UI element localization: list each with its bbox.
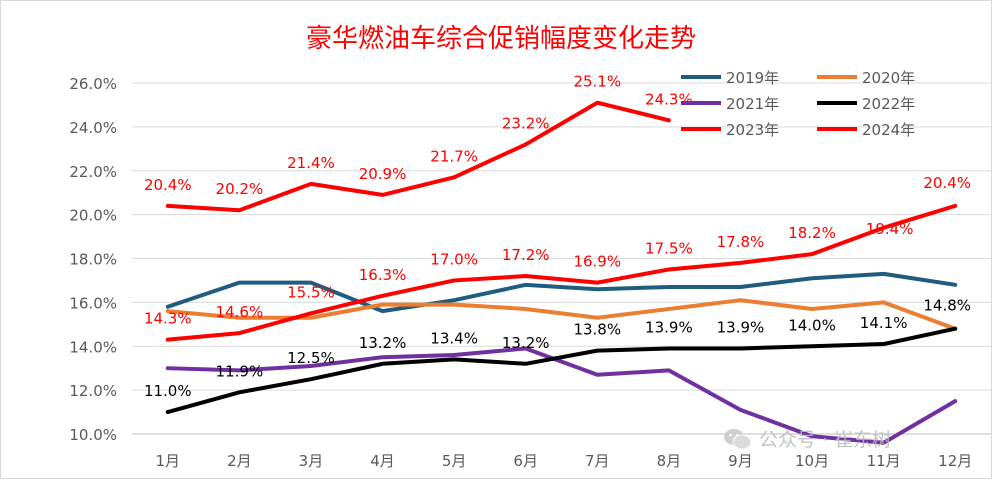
x-axis: 1月 2月 3月 4月 5月 6月 7月 8月 9月 10月 11月 12月 [156, 452, 973, 470]
series-line-2020年 [165, 298, 958, 331]
legend-item: 2019年 [681, 69, 779, 87]
data-label: 20.4% [144, 176, 192, 194]
y-tick-label: 22.0% [69, 163, 117, 181]
watermark: 公众号 · 崔东树 [723, 425, 891, 452]
data-label: 14.8% [923, 297, 971, 315]
data-labels: 11.0% 11.9% 12.5% 13.2% 13.4% 13.2% 13.8% 13.9%… [144, 73, 971, 400]
legend-label: 2023年 [726, 121, 779, 139]
data-label: 11.9% [216, 362, 264, 380]
legend-item: 2020年 [817, 69, 915, 87]
x-tick-label: 3月 [299, 452, 324, 470]
x-tick-label: 2月 [227, 452, 252, 470]
data-label: 13.8% [573, 321, 621, 339]
data-label: 20.2% [216, 180, 264, 198]
y-tick-label: 12.0% [69, 382, 117, 400]
series-line-2024年 [165, 100, 671, 213]
series-line-2019年 [165, 271, 958, 314]
y-tick-label: 18.0% [69, 251, 117, 269]
legend-item: 2022年 [817, 95, 915, 113]
x-tick-label: 5月 [442, 452, 467, 470]
legend-label: 2019年 [726, 69, 779, 87]
data-label: 17.2% [502, 246, 550, 264]
legend-label: 2024年 [862, 121, 915, 139]
legend-label: 2021年 [726, 95, 779, 113]
data-label: 17.5% [645, 239, 693, 257]
data-label: 14.6% [216, 303, 264, 321]
data-label: 13.9% [717, 318, 765, 336]
x-tick-label: 12月 [938, 452, 972, 470]
y-axis: 10.0% 12.0% 14.0% 16.0% 18.0% 20.0% 22.0% 24.0%… [69, 75, 117, 444]
data-label: 16.3% [359, 266, 407, 284]
wechat-icon [724, 428, 752, 449]
data-label: 21.7% [430, 147, 478, 165]
series-lines [165, 100, 958, 445]
legend: 2019年 2020年 2021年 2022年 2023年 2024年 [681, 69, 915, 139]
legend-label: 2022年 [862, 95, 915, 113]
y-tick-label: 10.0% [69, 426, 117, 444]
series-line-2022年 [165, 326, 958, 415]
data-label: 17.8% [717, 233, 765, 251]
x-tick-label: 1月 [156, 452, 181, 470]
y-tick-label: 16.0% [69, 294, 117, 312]
data-label: 17.0% [430, 250, 478, 268]
data-label: 23.2% [502, 114, 550, 132]
data-label: 15.5% [287, 283, 335, 301]
data-label: 13.2% [502, 334, 550, 352]
data-label: 18.2% [788, 224, 836, 242]
legend-item: 2023年 [681, 121, 779, 139]
legend-item: 2021年 [681, 95, 779, 113]
gridlines [132, 82, 991, 435]
x-tick-label: 8月 [657, 452, 682, 470]
data-label: 24.3% [645, 90, 693, 108]
legend-item: 2024年 [817, 121, 915, 139]
data-label: 20.4% [923, 174, 971, 192]
watermark-text: 公众号 · 崔东树 [759, 429, 892, 451]
data-label: 14.0% [788, 316, 836, 334]
x-tick-label: 6月 [513, 452, 538, 470]
x-tick-label: 10月 [795, 452, 829, 470]
data-label: 13.2% [359, 334, 407, 352]
series-line-2021年 [165, 346, 958, 445]
series-line-2023年 [165, 203, 958, 342]
data-label: 11.0% [144, 382, 192, 400]
data-label: 13.9% [645, 318, 693, 336]
y-tick-label: 14.0% [69, 338, 117, 356]
data-label: 14.3% [144, 310, 192, 328]
data-label: 12.5% [287, 349, 335, 367]
x-tick-label: 11月 [867, 452, 901, 470]
data-label: 21.4% [287, 154, 335, 172]
data-label: 16.9% [573, 253, 621, 271]
chart-title: 豪华燃油车综合促销幅度变化走势 [306, 24, 696, 54]
data-label: 14.1% [860, 314, 908, 332]
y-tick-label: 26.0% [69, 75, 117, 93]
y-tick-label: 24.0% [69, 119, 117, 137]
data-label: 19.4% [866, 220, 914, 238]
y-tick-label: 20.0% [69, 207, 117, 225]
x-tick-label: 7月 [585, 452, 610, 470]
data-label: 20.9% [359, 165, 407, 183]
data-label: 13.4% [430, 329, 478, 347]
legend-label: 2020年 [862, 69, 915, 87]
x-tick-label: 4月 [370, 452, 395, 470]
x-tick-label: 9月 [728, 452, 753, 470]
data-label: 25.1% [573, 73, 621, 91]
